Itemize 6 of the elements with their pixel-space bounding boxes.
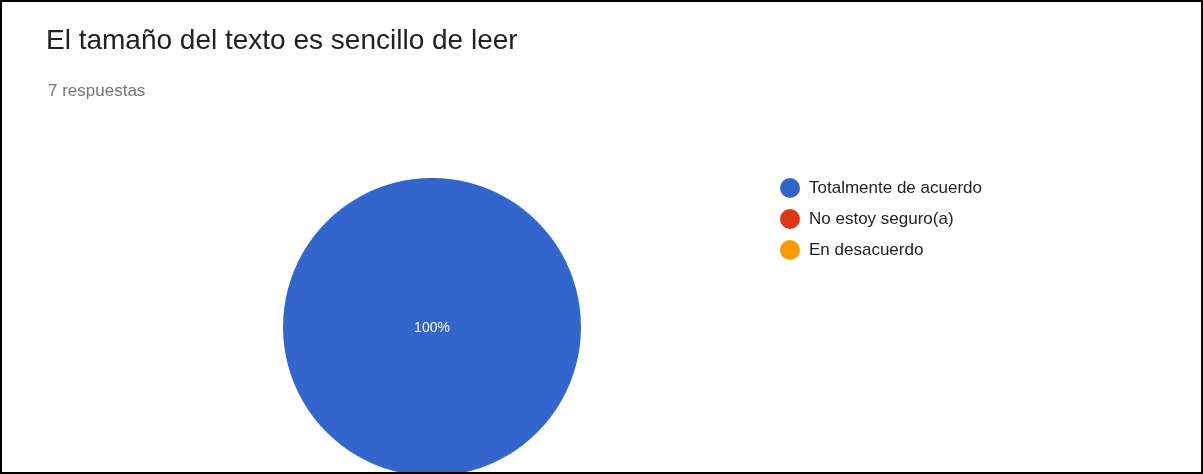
legend-label: Totalmente de acuerdo (809, 177, 982, 198)
text: 7 respuestas (48, 81, 146, 101)
chart-title: El tamaño del texto es sencillo de leer (46, 24, 518, 56)
data-label: 100% (414, 319, 450, 335)
legend-label: No estoy seguro(a) (809, 208, 954, 229)
legend-label: En desacuerdo (809, 239, 924, 260)
